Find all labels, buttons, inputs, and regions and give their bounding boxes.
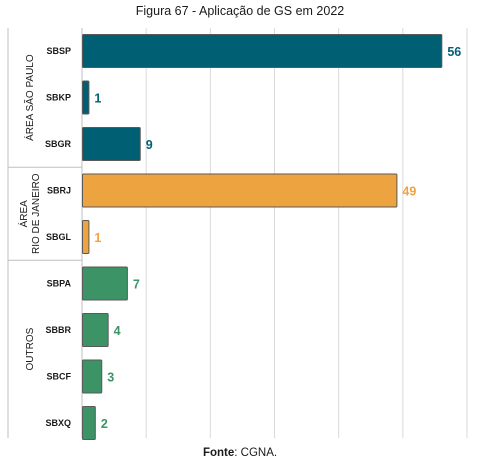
group-label: OUTROS bbox=[25, 327, 36, 370]
bars bbox=[82, 34, 443, 440]
value-label: 1 bbox=[94, 231, 101, 245]
bar-sbbr bbox=[82, 313, 109, 347]
bar-sbsp bbox=[82, 34, 443, 68]
value-labels: 56 1 9 49 1 7 4 3 2 bbox=[94, 45, 461, 431]
bar-sbkp bbox=[82, 80, 90, 115]
value-label: 49 bbox=[402, 185, 416, 199]
category-labels: SBSP SBKP SBGR SBRJ SBGL SBPA SBBR SBCF SBXQ bbox=[45, 46, 72, 428]
bar-sbgl bbox=[82, 220, 90, 254]
group-label: ÁREA SÃO PAULO bbox=[23, 54, 36, 141]
value-label: 9 bbox=[146, 138, 153, 152]
value-label: 4 bbox=[114, 324, 121, 338]
gridlines bbox=[81, 28, 468, 438]
source-note: Fonte: CGNA. bbox=[203, 447, 277, 459]
source-text: : CGNA. bbox=[234, 447, 277, 459]
bar-sbrj bbox=[82, 173, 398, 208]
category-label: SBXQ bbox=[45, 418, 71, 428]
chart-title: Figura 67 - Aplicação de GS em 2022 bbox=[136, 4, 345, 18]
category-label: SBKP bbox=[46, 93, 71, 103]
category-label: SBGR bbox=[45, 139, 72, 149]
category-label: SBBR bbox=[45, 325, 71, 335]
value-label: 3 bbox=[107, 371, 114, 385]
source-label: Fonte bbox=[203, 447, 234, 459]
category-label: SBPA bbox=[47, 279, 72, 289]
value-label: 1 bbox=[94, 92, 101, 106]
value-label: 56 bbox=[447, 45, 461, 59]
value-label: 2 bbox=[101, 417, 108, 431]
group-label: RIO DE JANEIRO bbox=[31, 173, 42, 254]
group-labels: ÁREA SÃO PAULO ÁREA RIO DE JANEIRO OUTROS bbox=[17, 54, 42, 370]
bar-sbcf bbox=[82, 359, 103, 394]
bar-sbxq bbox=[82, 406, 96, 440]
category-label: SBSP bbox=[46, 46, 71, 56]
category-label: SBCF bbox=[47, 372, 72, 382]
category-label: SBRJ bbox=[47, 186, 71, 196]
value-label: 7 bbox=[133, 278, 140, 292]
group-label: ÁREA bbox=[17, 200, 30, 228]
bar-sbgr bbox=[82, 127, 141, 161]
bar-sbpa bbox=[82, 266, 128, 301]
category-label: SBGL bbox=[46, 232, 72, 242]
